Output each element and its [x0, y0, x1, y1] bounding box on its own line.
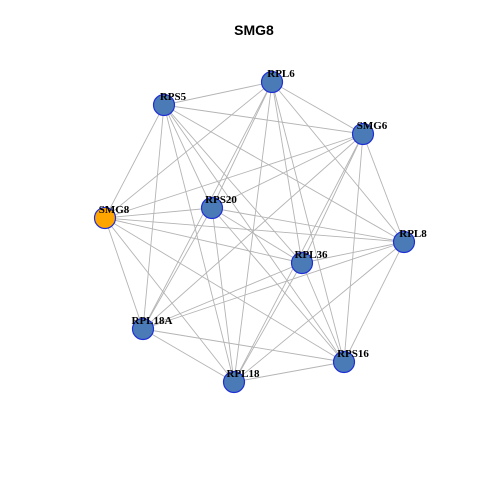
edge-rpl6-rpl8: [271, 81, 405, 243]
node-rpl18a: RPL18A: [131, 315, 173, 341]
node-smg8: SMG8: [93, 204, 130, 230]
node-smg6: SMG6: [351, 120, 388, 146]
edge-smg6-rpl18a: [142, 133, 364, 330]
edge-rps5-smg8: [104, 104, 165, 219]
edge-rpl8-rpl18: [233, 241, 405, 383]
edge-rps5-rpl18a: [142, 104, 165, 330]
edge-smg8-rpl8: [104, 217, 405, 243]
edge-layer: [104, 81, 405, 383]
node-rpl6: RPL6: [260, 68, 295, 94]
node-rps16: RPS16: [332, 348, 369, 374]
edge-rpl8-rpl36: [301, 241, 405, 264]
edge-smg8-rps20: [104, 207, 213, 219]
edge-smg8-rps16: [104, 217, 345, 363]
edge-rpl6-rps16: [271, 81, 345, 363]
edge-rpl8-rps16: [343, 241, 405, 363]
edge-rpl18a-rps16: [142, 328, 345, 363]
edge-smg8-rpl18a: [104, 217, 144, 330]
node-label-rps16: RPS16: [337, 348, 369, 360]
chart-title: SMG8: [234, 22, 274, 38]
edge-rpl6-smg6: [271, 81, 364, 135]
edge-smg6-rps16: [343, 133, 364, 363]
edge-smg8-rpl18: [104, 217, 235, 383]
edge-rps20-rpl18: [211, 207, 235, 383]
edge-rpl8-rpl18a: [142, 241, 405, 330]
edge-rpl6-rps20: [211, 81, 273, 209]
node-rpl18: RPL18: [222, 368, 261, 394]
edge-rps20-rpl36: [211, 207, 303, 264]
edge-rpl18a-rpl18: [142, 328, 235, 383]
node-circle-rpl6: [260, 70, 284, 94]
node-circle-smg8: [93, 206, 117, 230]
node-label-smg8: SMG8: [99, 204, 130, 216]
node-rps20: RPS20: [200, 194, 237, 220]
edge-smg6-smg8: [104, 133, 364, 219]
node-circle-rps20: [200, 196, 224, 220]
edge-rps5-rpl18: [163, 104, 235, 383]
edge-rps5-smg6: [163, 104, 364, 135]
node-rpl36: RPL36: [290, 249, 329, 275]
edge-smg6-rps20: [211, 133, 364, 209]
edge-rps20-rpl8: [211, 207, 405, 243]
edge-rpl6-rpl36: [271, 81, 303, 264]
node-circle-rpl18a: [131, 317, 155, 341]
node-label-rpl18a: RPL18A: [132, 315, 173, 327]
edge-rpl36-rps16: [301, 262, 345, 363]
edge-smg6-rpl8: [362, 133, 405, 243]
edge-rps20-rps16: [211, 207, 345, 363]
node-circle-rpl18: [222, 370, 246, 394]
node-label-rps20: RPS20: [205, 194, 237, 206]
edge-smg8-rpl36: [104, 217, 303, 264]
node-circle-rps16: [332, 350, 356, 374]
edge-rpl36-rpl18: [233, 262, 303, 383]
edge-rpl6-rps5: [163, 81, 273, 106]
node-label-rps5: RPS5: [160, 91, 187, 103]
edge-rpl6-smg8: [104, 81, 273, 219]
node-label-rpl36: RPL36: [295, 249, 329, 261]
node-rps5: RPS5: [152, 91, 187, 117]
edge-rpl36-rpl18a: [142, 262, 303, 330]
edge-rps5-rpl36: [163, 104, 303, 264]
edge-rps5-rpl8: [163, 104, 405, 243]
node-circle-rps5: [152, 93, 176, 117]
edge-rps5-rps20: [163, 104, 213, 209]
node-label-rpl6: RPL6: [267, 68, 295, 80]
edge-smg6-rpl36: [301, 133, 364, 264]
node-circle-rpl8: [392, 230, 416, 254]
node-label-rpl8: RPL8: [399, 228, 427, 240]
node-circle-smg6: [351, 122, 375, 146]
node-label-smg6: SMG6: [357, 120, 388, 132]
edge-rps16-rpl18: [233, 361, 345, 383]
node-rpl8: RPL8: [392, 228, 427, 254]
node-label-rpl18: RPL18: [227, 368, 261, 380]
node-layer: RPL6 RPS5 SMG6 SMG8 RPS20 RPL8 RPL36 RPL18A RPS1…: [93, 68, 427, 394]
node-circle-rpl36: [290, 251, 314, 275]
edge-rps20-rpl18a: [142, 207, 213, 330]
